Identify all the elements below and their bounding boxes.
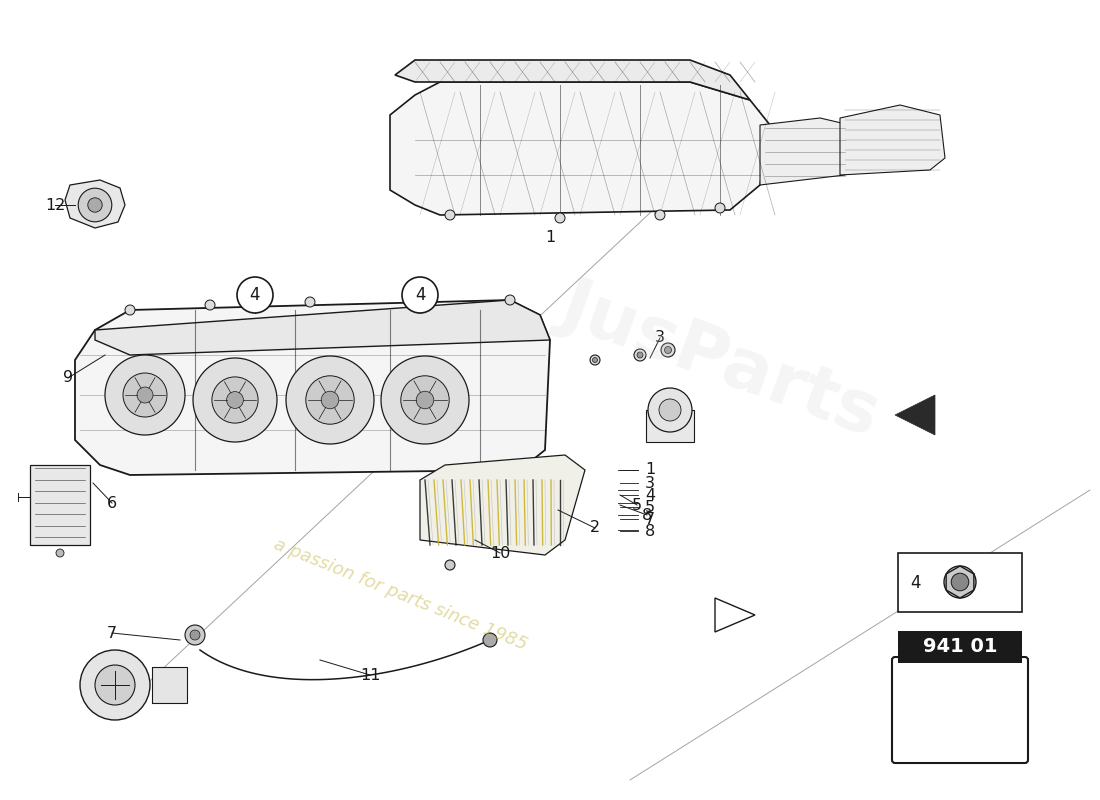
Text: 7: 7	[107, 626, 117, 641]
Circle shape	[952, 573, 969, 590]
Circle shape	[654, 210, 666, 220]
Text: 12: 12	[45, 198, 65, 213]
Circle shape	[637, 352, 644, 358]
Circle shape	[556, 213, 565, 223]
Circle shape	[405, 297, 415, 307]
Circle shape	[402, 277, 438, 313]
Circle shape	[321, 391, 339, 409]
Circle shape	[446, 560, 455, 570]
Text: 3: 3	[645, 475, 654, 490]
Circle shape	[664, 346, 671, 354]
Text: 941 01: 941 01	[923, 638, 998, 657]
Circle shape	[305, 297, 315, 307]
Circle shape	[416, 391, 433, 409]
Circle shape	[634, 349, 646, 361]
Text: 4: 4	[645, 487, 656, 502]
Text: a passion for parts since 1985: a passion for parts since 1985	[271, 536, 529, 654]
Circle shape	[123, 373, 167, 417]
Text: 4: 4	[910, 574, 921, 591]
Circle shape	[56, 549, 64, 557]
Polygon shape	[95, 300, 550, 355]
Polygon shape	[395, 60, 750, 100]
Circle shape	[236, 277, 273, 313]
FancyBboxPatch shape	[898, 553, 1022, 612]
Circle shape	[505, 295, 515, 305]
Text: 4: 4	[250, 286, 261, 304]
Polygon shape	[390, 82, 770, 215]
Circle shape	[138, 387, 153, 403]
Text: JusParts: JusParts	[551, 270, 889, 450]
Circle shape	[95, 665, 135, 705]
Circle shape	[78, 188, 112, 222]
Polygon shape	[895, 395, 935, 435]
Circle shape	[205, 300, 214, 310]
Text: 1: 1	[645, 462, 656, 478]
Circle shape	[212, 377, 258, 423]
FancyBboxPatch shape	[152, 667, 187, 703]
Circle shape	[190, 630, 200, 640]
Polygon shape	[840, 105, 945, 175]
Circle shape	[185, 625, 205, 645]
Text: 4: 4	[415, 286, 426, 304]
Text: 2: 2	[590, 521, 601, 535]
Circle shape	[104, 355, 185, 435]
Polygon shape	[715, 598, 755, 632]
Polygon shape	[420, 455, 585, 555]
Text: 3: 3	[654, 330, 666, 346]
Text: 9: 9	[63, 370, 73, 386]
FancyBboxPatch shape	[892, 657, 1028, 763]
Circle shape	[80, 650, 150, 720]
Circle shape	[400, 376, 449, 424]
Text: 7: 7	[645, 511, 656, 526]
Circle shape	[593, 358, 597, 362]
Text: 8: 8	[642, 507, 652, 522]
Text: 10: 10	[490, 546, 510, 561]
Circle shape	[227, 392, 243, 408]
Text: 5: 5	[645, 499, 656, 514]
FancyBboxPatch shape	[646, 410, 694, 442]
Text: 1: 1	[544, 230, 556, 246]
FancyBboxPatch shape	[30, 465, 90, 545]
Text: 6: 6	[107, 495, 117, 510]
Text: 8: 8	[645, 523, 656, 538]
Circle shape	[446, 210, 455, 220]
Circle shape	[192, 358, 277, 442]
Circle shape	[381, 356, 469, 444]
Polygon shape	[65, 180, 125, 228]
Polygon shape	[760, 118, 855, 185]
Circle shape	[661, 343, 675, 357]
Circle shape	[648, 388, 692, 432]
Circle shape	[590, 355, 600, 365]
Circle shape	[306, 376, 354, 424]
Text: 5: 5	[631, 498, 642, 513]
Circle shape	[659, 399, 681, 421]
Circle shape	[944, 566, 976, 598]
Circle shape	[286, 356, 374, 444]
Polygon shape	[75, 300, 550, 475]
Circle shape	[125, 305, 135, 315]
Circle shape	[88, 198, 102, 212]
Circle shape	[483, 633, 497, 647]
Circle shape	[715, 203, 725, 213]
FancyBboxPatch shape	[898, 631, 1022, 663]
Text: 11: 11	[360, 667, 381, 682]
